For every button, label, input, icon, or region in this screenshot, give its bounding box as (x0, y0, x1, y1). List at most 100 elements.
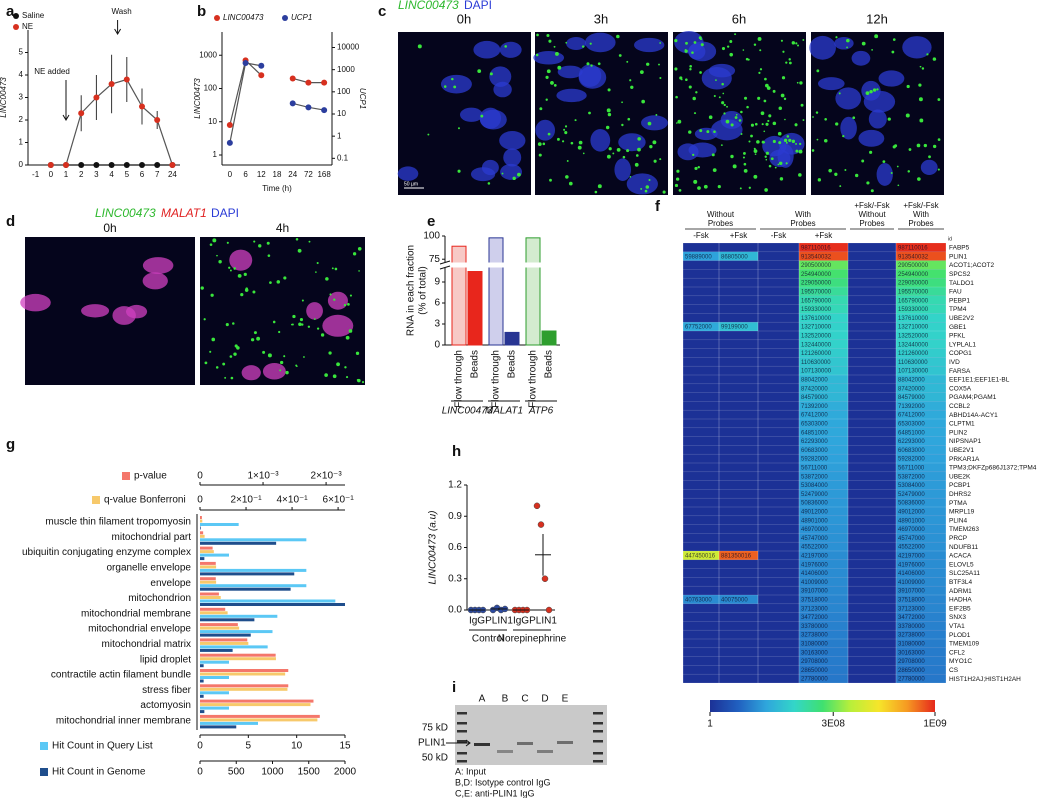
x-tick-label: 4 (109, 170, 114, 179)
signal-dot (316, 327, 320, 330)
ladder-band (593, 722, 603, 725)
bar (200, 630, 273, 634)
row-label: UBE2V2 (949, 315, 974, 322)
signal-dot (783, 97, 787, 101)
signal-dot (553, 45, 556, 48)
heatmap-cell (799, 471, 848, 481)
signal-dot (748, 140, 751, 143)
legend-label: q-value Bonferroni (104, 495, 186, 506)
panel-letter: b (197, 3, 206, 20)
signal-dot (725, 119, 730, 124)
x-tick-label: 0 (197, 741, 203, 752)
heatmap-cell (719, 322, 758, 331)
row-label: LYPLAL1 (949, 341, 976, 348)
signal-dot (283, 276, 287, 280)
cell-value: 30163000 (898, 650, 925, 656)
data-point (154, 162, 161, 168)
y-tick-label: 0.3 (448, 573, 462, 584)
cell-value: 71392000 (898, 404, 925, 410)
cell-value: 45747000 (801, 536, 828, 542)
signal-dot (823, 138, 828, 143)
heatmap-cell (799, 612, 848, 622)
signal-dot (357, 378, 361, 383)
row-label: NDUFB11 (949, 544, 979, 551)
gel-legend: B,D: Isotype control IgG (455, 777, 551, 787)
x-tick-label: 7 (155, 170, 160, 179)
cell-value: 32738000 (898, 633, 925, 639)
x-tick-label: 18 (273, 170, 282, 179)
cell-value: 33780000 (801, 624, 828, 630)
signal-dot (546, 69, 551, 74)
cell-value: 52479000 (801, 492, 828, 498)
signal-dot (835, 122, 839, 126)
row-label: BTF3L4 (949, 579, 973, 586)
signal-dot (693, 41, 697, 44)
heatmap-cell (799, 243, 848, 252)
signal-dot (204, 361, 208, 365)
cell-value: 41976000 (898, 562, 925, 568)
cell-value: 165790000 (898, 298, 929, 304)
signal-dot (477, 69, 482, 73)
lane-label: D (541, 694, 548, 705)
signal-dot (694, 166, 698, 170)
heatmap-cell (799, 559, 848, 569)
signal-dot (237, 273, 242, 278)
nucleus (566, 37, 587, 50)
signal-dot (291, 323, 294, 326)
signal-dot (700, 43, 704, 47)
arrow-head (114, 28, 122, 35)
heatmap-cell (799, 313, 848, 323)
bar (200, 607, 226, 611)
legend-label: Hit Count in Query List (52, 741, 153, 752)
signal-dot (712, 168, 717, 173)
signal-dot (240, 293, 244, 297)
signal-dot (458, 127, 460, 130)
axis-break-mark (439, 265, 451, 270)
signal-dot (693, 179, 698, 184)
ladder-band (593, 730, 603, 733)
legend-swatch (122, 472, 130, 480)
signal-dot (835, 36, 838, 39)
signal-dot (297, 248, 302, 253)
signal-dot (764, 77, 767, 81)
cell-value: 53084000 (801, 483, 828, 489)
heatmap-cell (799, 603, 848, 613)
signal-dot (778, 141, 782, 145)
signal-dot (928, 155, 931, 159)
cell-value: 37123000 (801, 606, 828, 612)
signal-dot (674, 67, 678, 71)
nucleus (584, 32, 616, 53)
nucleus (641, 115, 668, 131)
x-tick-label: 2×10⁻³ (311, 471, 343, 482)
signal-dot (252, 290, 256, 294)
signal-dot (679, 76, 683, 80)
signal-dot (802, 119, 805, 122)
data-point (226, 139, 233, 146)
signal-dot (743, 168, 748, 173)
signal-dot (258, 244, 262, 248)
signal-dot (722, 92, 725, 95)
column-group-label: With (795, 210, 811, 219)
cell-value: 132710000 (801, 325, 832, 331)
x-axis-label: Time (h) (262, 184, 292, 193)
signal-dot (738, 119, 742, 122)
colorbar (710, 700, 935, 712)
group-label: MALAT1 (485, 406, 523, 417)
signal-dot (799, 81, 803, 85)
row-label: DHRS2 (949, 491, 971, 498)
nucleus (322, 314, 354, 337)
cell-value: 159330000 (801, 307, 832, 313)
cell-value: 59889000 (685, 254, 712, 260)
signal-dot (761, 140, 765, 144)
x-tick-label: 6 (140, 170, 145, 179)
signal-dot (443, 85, 447, 88)
signal-dot (937, 98, 941, 101)
heatmap-cell (896, 357, 946, 367)
signal-dot (815, 111, 819, 114)
data-point (123, 76, 130, 83)
signal-dot (229, 355, 233, 358)
signal-dot (233, 352, 237, 356)
signal-dot (605, 125, 610, 130)
signal-dot (565, 175, 569, 179)
cell-value: 53084000 (898, 483, 925, 489)
